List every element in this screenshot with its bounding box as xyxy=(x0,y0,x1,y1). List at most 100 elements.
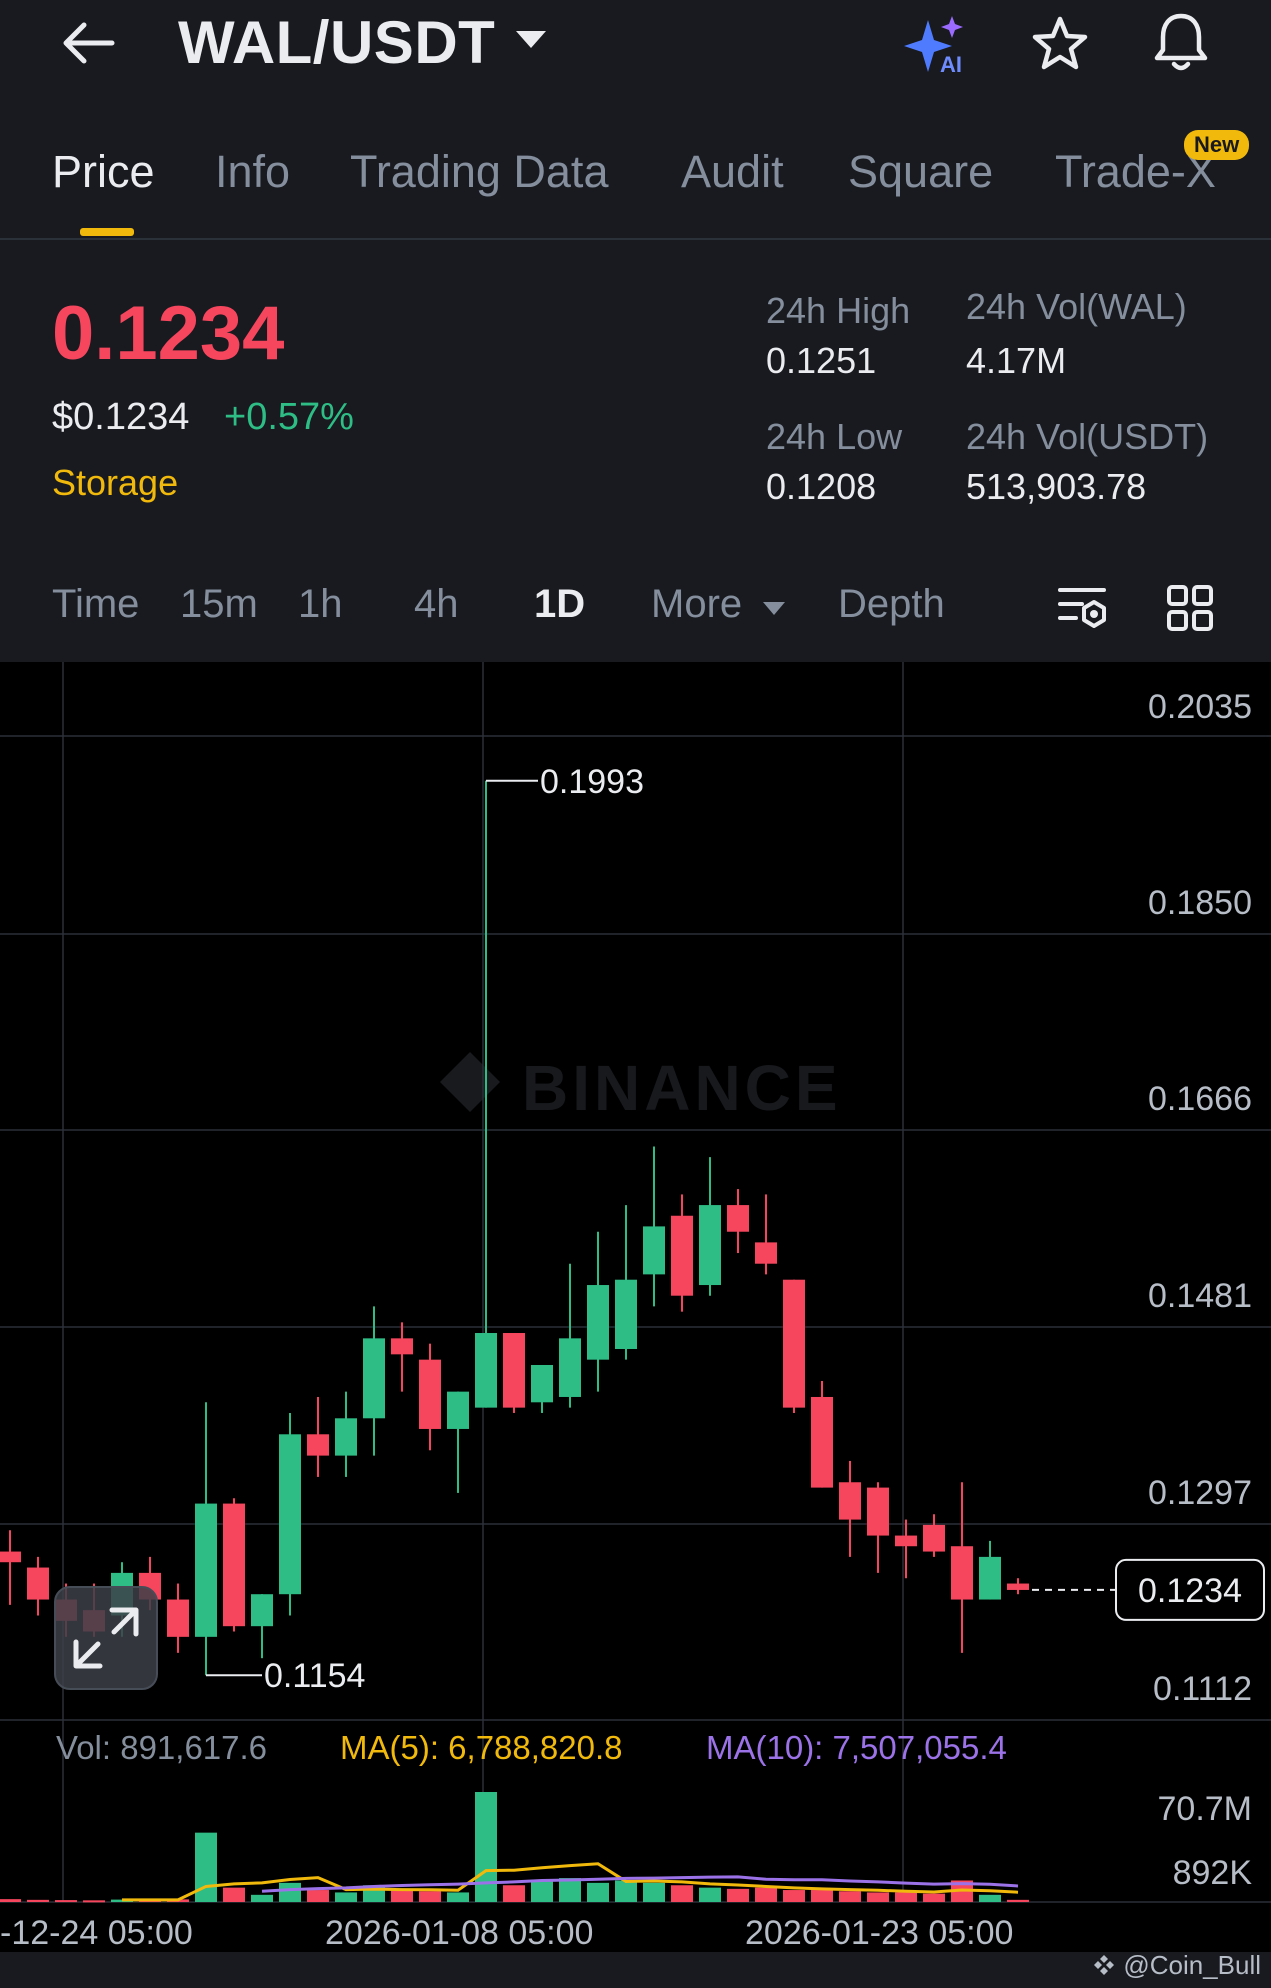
favorite-star-icon[interactable] xyxy=(1030,14,1090,79)
candle xyxy=(867,1482,889,1573)
tab-trading-data[interactable]: Trading Data xyxy=(350,146,609,197)
timeframe-4h[interactable]: 4h xyxy=(414,582,459,626)
candle xyxy=(223,1498,245,1632)
volume-bar xyxy=(923,1893,945,1902)
layout-grid-icon[interactable] xyxy=(1166,584,1214,637)
candle-body xyxy=(923,1524,945,1552)
volume-axis-label: 892K xyxy=(1173,1854,1253,1892)
timeframe-more[interactable]: More xyxy=(651,582,743,626)
candle xyxy=(447,1391,469,1493)
trading-pair-title[interactable]: WAL/USDT xyxy=(178,9,496,76)
tab-price[interactable]: Price xyxy=(52,146,155,197)
expand-icon xyxy=(73,1607,139,1669)
candle-body xyxy=(755,1242,777,1264)
candle-body xyxy=(671,1215,693,1296)
volume-ma5-line xyxy=(122,1862,1019,1902)
new-badge: New xyxy=(1184,130,1250,160)
volume-bar xyxy=(699,1887,721,1902)
volume-series xyxy=(0,1792,1029,1903)
high-24h-value: 0.1251 xyxy=(766,340,877,381)
tab-square[interactable]: Square xyxy=(848,146,994,197)
current-price-tag: 0.1234 xyxy=(1115,1558,1265,1621)
low-24h-label: 24h Low xyxy=(766,416,903,457)
vol-quote-24h-label: 24h Vol(USDT) xyxy=(966,416,1209,457)
category-tag[interactable]: Storage xyxy=(52,462,179,503)
candle xyxy=(699,1157,721,1296)
candle xyxy=(0,1530,21,1605)
timeframe-1d[interactable]: 1D xyxy=(534,582,586,626)
candle-body xyxy=(559,1338,581,1397)
volume-bar xyxy=(419,1891,441,1902)
volume-bar xyxy=(643,1882,665,1902)
candle xyxy=(27,1556,49,1616)
vol-base-24h-label: 24h Vol(WAL) xyxy=(966,286,1187,327)
binance-watermark: BINANCE xyxy=(440,1052,842,1124)
volume-value: Vol: 891,617.6 xyxy=(56,1729,267,1766)
fullscreen-button[interactable] xyxy=(54,1586,158,1690)
candle xyxy=(727,1189,749,1254)
volume-bar xyxy=(391,1890,413,1902)
ai-label: AI xyxy=(940,52,962,74)
candle xyxy=(391,1322,413,1392)
volume-bar xyxy=(251,1894,273,1902)
volume-bar xyxy=(727,1888,749,1902)
candle-body xyxy=(447,1391,469,1429)
timeframe-15m[interactable]: 15m xyxy=(180,582,258,626)
volume-bar xyxy=(335,1892,357,1902)
watermark-text: BINANCE xyxy=(522,1052,842,1124)
volume-bar xyxy=(279,1882,301,1902)
pair-dropdown-icon[interactable] xyxy=(514,28,548,57)
candle-body xyxy=(727,1205,749,1232)
candle-body xyxy=(335,1418,357,1456)
candle-body xyxy=(811,1396,833,1488)
price-axis-label: 0.2035 xyxy=(1148,688,1252,726)
active-tab-indicator xyxy=(80,228,134,236)
candle xyxy=(419,1343,441,1451)
candle-body xyxy=(895,1535,917,1547)
back-arrow-icon[interactable] xyxy=(58,18,118,68)
candle xyxy=(671,1194,693,1312)
candle-body xyxy=(979,1556,1001,1600)
volume-ma10-line xyxy=(261,1875,1019,1893)
candle-body xyxy=(615,1279,637,1350)
indicator-settings-icon[interactable] xyxy=(1056,584,1108,637)
volume-bar xyxy=(839,1891,861,1902)
watermark-credit: @Coin_Bull xyxy=(1092,1950,1261,1981)
last-price: 0.1234 xyxy=(52,291,285,376)
volume-bar xyxy=(83,1900,105,1903)
volume-bar xyxy=(559,1878,581,1902)
volume-bar xyxy=(0,1899,21,1902)
high-24h-label: 24h High xyxy=(766,290,911,331)
timeframe-time[interactable]: Time xyxy=(52,582,140,626)
volume-bar xyxy=(615,1880,637,1902)
top-bar: WAL/USDT AI xyxy=(0,0,1271,95)
volume-bar xyxy=(447,1892,469,1902)
volume-bar xyxy=(895,1892,917,1902)
volume-bar xyxy=(587,1882,609,1902)
candle xyxy=(839,1460,861,1557)
candle xyxy=(363,1306,385,1456)
candlestick-chart[interactable]: BINANCE 0.2035 0.1850 0.1666 0.1481 0.12… xyxy=(0,662,1271,1952)
max-price-marker: 0.1993 xyxy=(486,763,644,801)
candle-body xyxy=(0,1551,21,1563)
min-price-label: 0.1154 xyxy=(264,1657,365,1695)
chart-area[interactable]: BINANCE 0.2035 0.1850 0.1666 0.1481 0.12… xyxy=(0,662,1271,1952)
alert-bell-icon[interactable] xyxy=(1150,10,1212,79)
candle xyxy=(559,1263,581,1408)
candle xyxy=(923,1514,945,1557)
candle xyxy=(1007,1578,1029,1595)
volume-ma10-value: MA(10): 7,507,055.4 xyxy=(706,1729,1007,1766)
tab-audit[interactable]: Audit xyxy=(681,146,784,197)
timeframe-depth[interactable]: Depth xyxy=(838,582,945,626)
ai-sparkle-icon[interactable]: AI xyxy=(902,14,972,79)
candle-body xyxy=(951,1546,973,1600)
timeframe-1h[interactable]: 1h xyxy=(298,582,343,626)
tab-info[interactable]: Info xyxy=(215,146,291,197)
candle-body xyxy=(587,1285,609,1360)
candle xyxy=(587,1231,609,1392)
candle xyxy=(895,1519,917,1579)
candle xyxy=(307,1396,329,1477)
candle-body xyxy=(867,1487,889,1536)
candle-body xyxy=(475,1333,497,1408)
candle xyxy=(811,1380,833,1488)
